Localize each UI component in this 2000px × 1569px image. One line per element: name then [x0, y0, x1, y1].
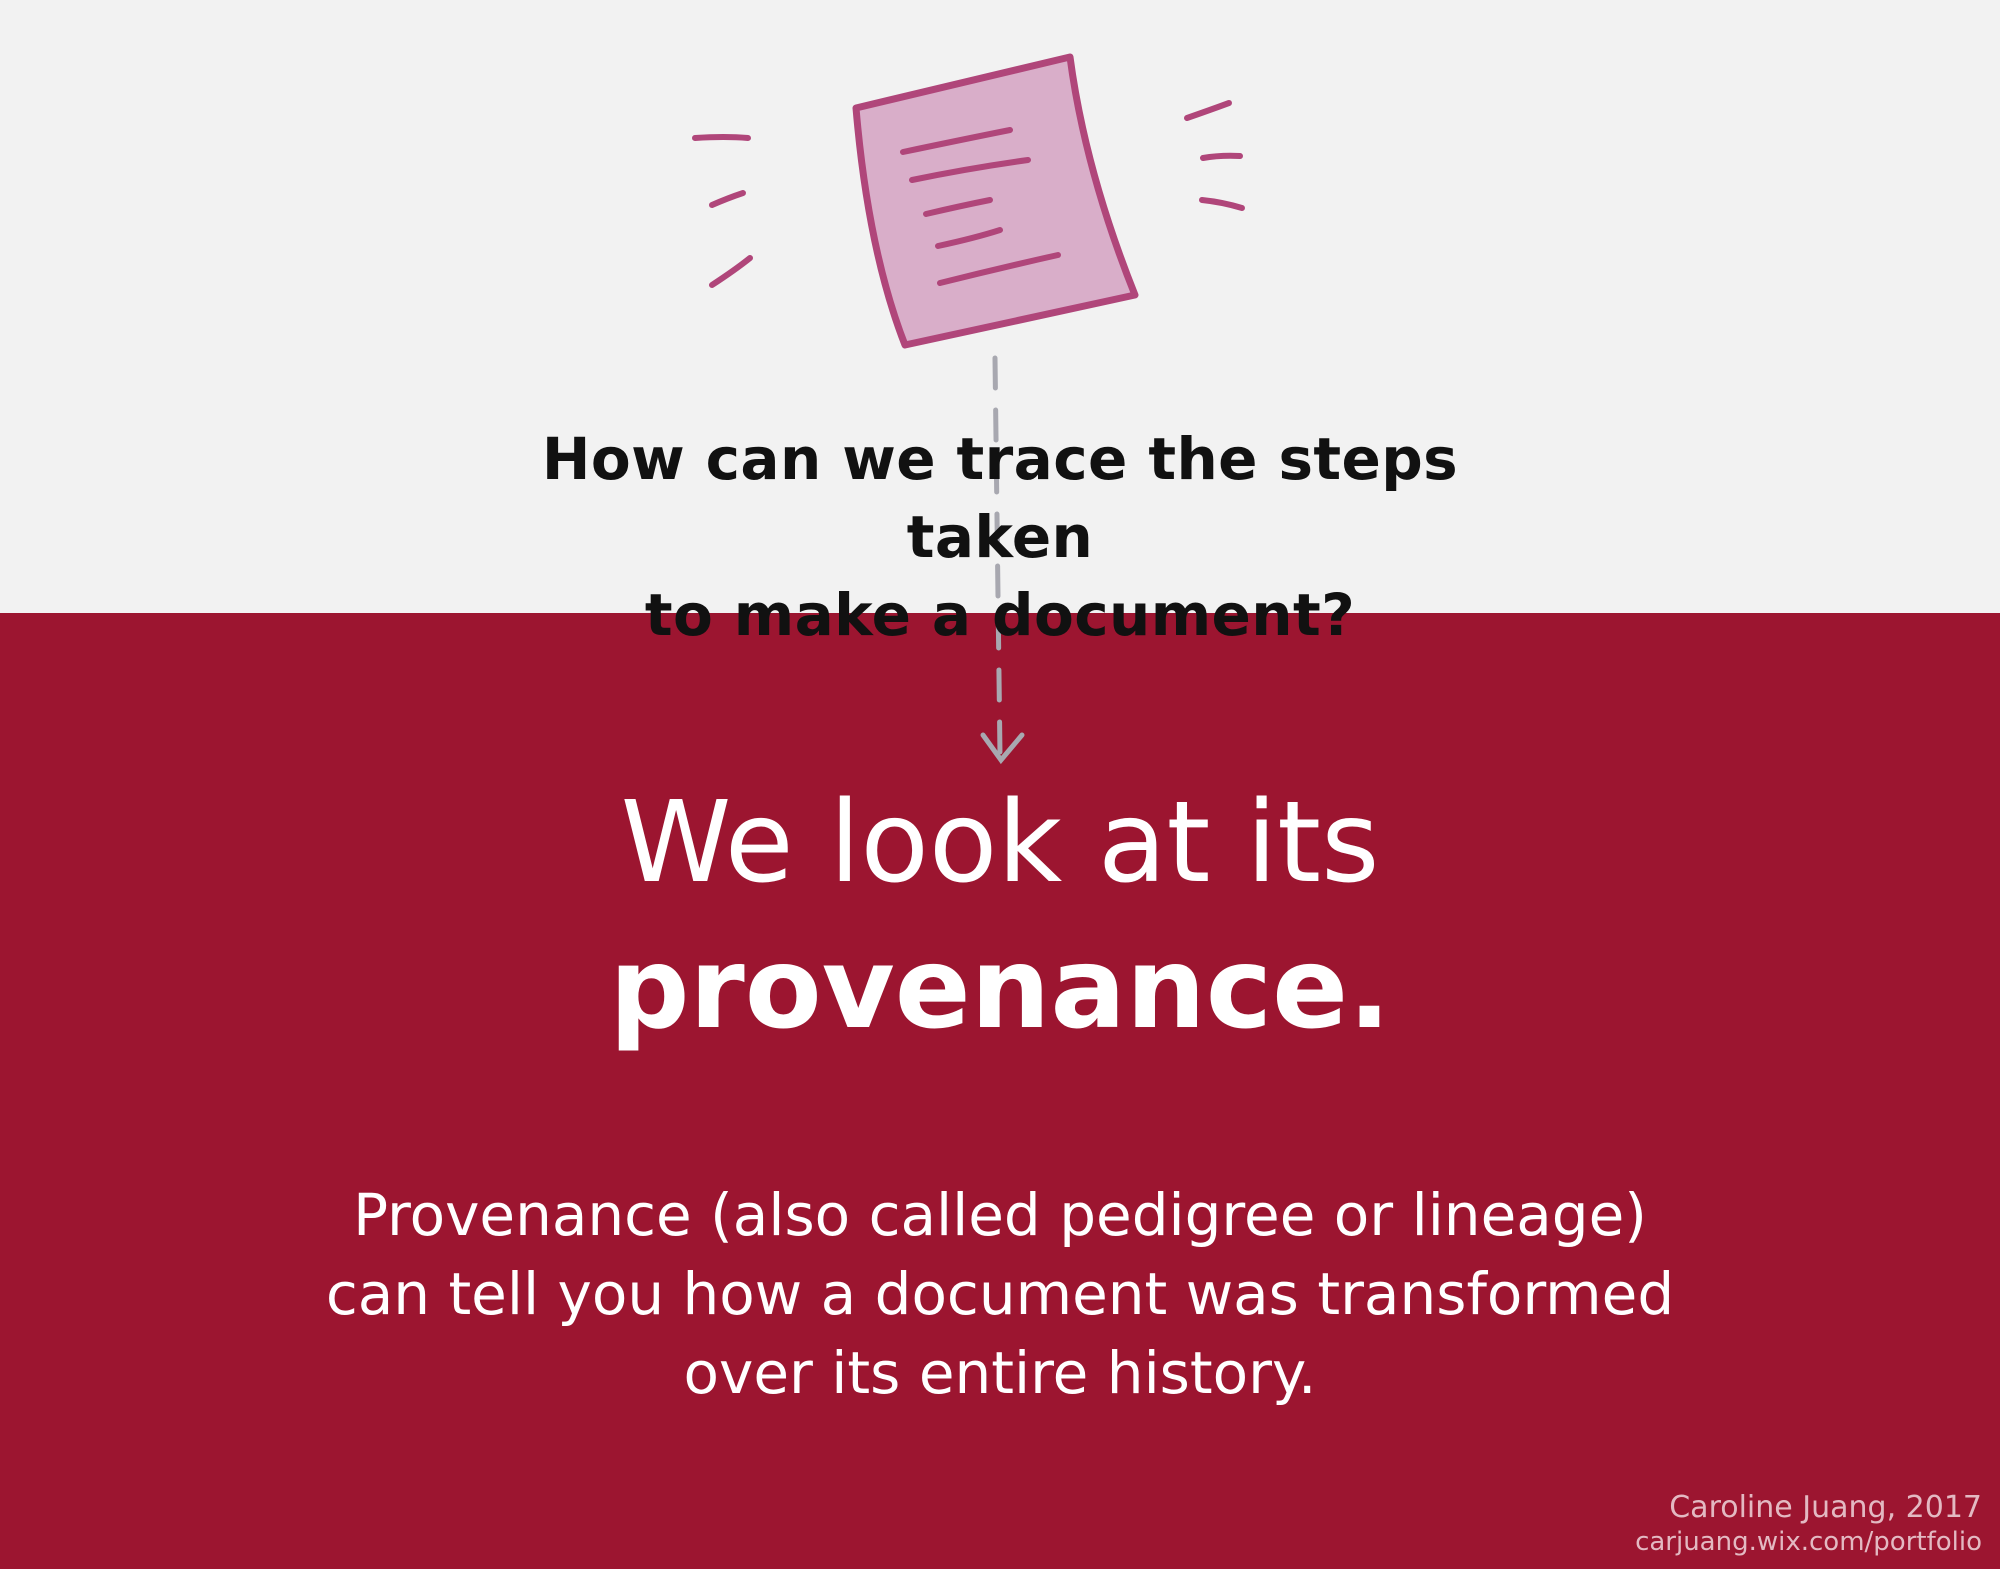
credit-url: carjuang.wix.com/portfolio [1635, 1527, 1982, 1557]
description-text: Provenance (also called pedigree or line… [240, 1176, 1760, 1413]
credit: Caroline Juang, 2017 carjuang.wix.com/po… [1635, 1490, 1982, 1558]
description-line-3: over its entire history. [683, 1339, 1317, 1407]
description-line-2: can tell you how a document was transfor… [325, 1260, 1675, 1328]
bottom-panel [0, 613, 2000, 1569]
question-heading: How can we trace the steps taken to make… [440, 420, 1560, 654]
credit-author: Caroline Juang, 2017 [1669, 1490, 1982, 1525]
answer-line-1: We look at its [620, 778, 1380, 908]
question-line-2: to make a document? [644, 581, 1356, 649]
description-line-1: Provenance (also called pedigree or line… [353, 1181, 1647, 1249]
answer-heading: We look at its provenance. [500, 770, 1500, 1062]
question-line-1: How can we trace the steps taken [541, 425, 1459, 571]
answer-line-2: provenance. [609, 924, 1391, 1054]
